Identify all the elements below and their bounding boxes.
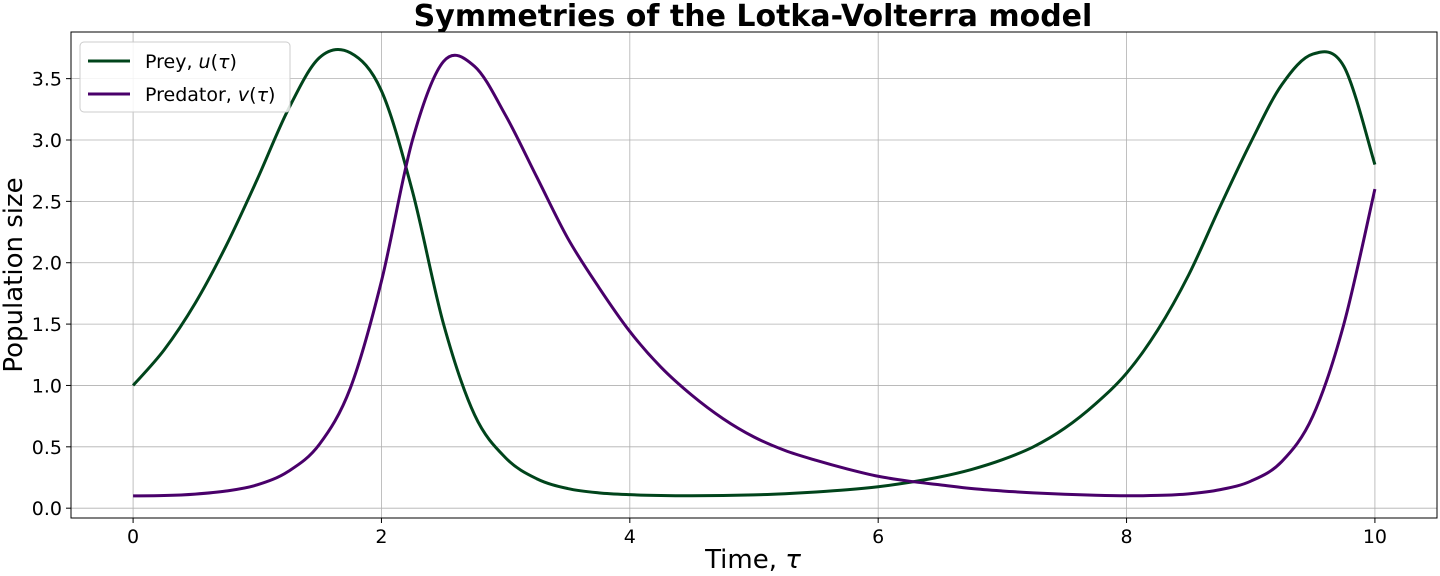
series-line-prey: [131, 48, 1377, 498]
y-tick-label: 3.0: [32, 130, 62, 152]
ticks: 0 2 4 6 8 10 0.0 0.5 1.0 1.5 2.0 2.5 3.0 3.5: [32, 69, 1387, 548]
legend-entry-label: Prey, u(τ): [145, 51, 237, 73]
series-group: [131, 48, 1377, 498]
legend-label-part: ): [229, 51, 236, 73]
legend-label-part: (: [249, 84, 256, 106]
y-tick-label: 2.0: [32, 253, 62, 275]
legend-label-part: Predator,: [145, 84, 238, 106]
legend-label-part: u: [199, 51, 211, 73]
plot-frame: [70, 31, 1438, 519]
y-tick-label: 1.0: [32, 375, 62, 397]
y-tick-label: 1.5: [32, 314, 62, 336]
y-tick-label: 2.5: [32, 191, 62, 213]
x-tick-label: 4: [624, 526, 636, 548]
grid: [71, 32, 1437, 518]
legend-box: [79, 41, 291, 113]
y-tick-label: 3.5: [32, 69, 62, 91]
legend-label-part: τ: [257, 84, 269, 106]
legend-label-part: (: [211, 51, 218, 73]
legend-label-part: v: [238, 84, 250, 106]
x-axis-label: Time, τ: [704, 545, 801, 575]
legend-label-part: Prey,: [145, 51, 199, 73]
legend: Prey, u(τ)Predator, v(τ): [79, 41, 291, 113]
legend-label-part: τ: [218, 51, 230, 73]
y-axis-label: Population size: [0, 177, 29, 372]
x-axis-label-text: Time,: [704, 545, 785, 575]
x-tick-label: 6: [872, 526, 884, 548]
x-tick-label: 8: [1120, 526, 1132, 548]
x-tick-label: 2: [375, 526, 387, 548]
y-tick-label: 0.5: [32, 437, 62, 459]
legend-entry-label: Predator, v(τ): [145, 84, 275, 106]
x-tick-label: 0: [127, 526, 139, 548]
chart-title: Symmetries of the Lotka-Volterra model: [414, 0, 1093, 34]
x-axis-label-symbol: τ: [785, 545, 801, 575]
legend-label-part: ): [268, 84, 275, 106]
y-tick-label: 0.0: [32, 498, 62, 520]
series-line-predator: [133, 53, 1377, 498]
x-tick-label: 10: [1363, 526, 1387, 548]
